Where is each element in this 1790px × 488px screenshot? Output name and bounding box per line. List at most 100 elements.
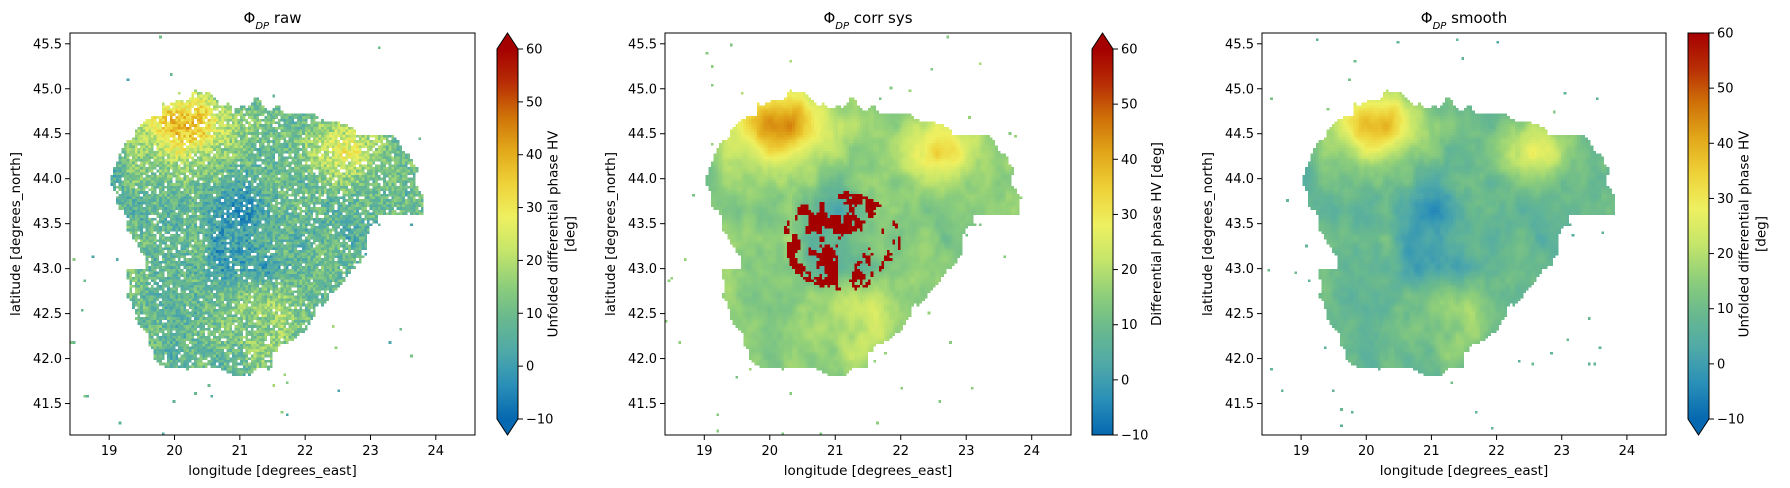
y-tick-label: 43.0 [1225,262,1254,277]
colorbar: −10 0 10 20 30 40 50 60 Differential phase HV [d… [1091,32,1165,444]
colorbar-tick-label: 50 [1121,98,1138,113]
y-axis-label: latitude [degrees_north] [603,152,619,316]
y-tick-label: 43.0 [628,262,657,277]
title-symbol: Φ [1421,9,1433,27]
x-tick-label: 22 [892,444,909,459]
colorbar-tick-label: 10 [1121,318,1138,333]
title-symbol: Φ [823,9,835,27]
x-tick-label: 22 [1488,444,1505,459]
x-tick-label: 23 [1553,444,1570,459]
x-tick-label: 23 [958,444,975,459]
colorbar-tick-label: −10 [526,413,553,428]
colorbar-label: [deg] [1754,216,1770,252]
x-tick-label: 22 [297,444,314,459]
x-tick-label: 21 [232,444,249,459]
colorbar-tick-label: 30 [1717,192,1734,207]
colorbar-tick-label: 60 [526,43,543,58]
y-tick-label: 43.5 [1225,217,1254,232]
colorbar-tick-label: 50 [526,95,543,110]
colorbar-tick-label: 0 [1121,373,1129,388]
colorbar-outline [1687,32,1710,436]
colorbar-tick-label: 30 [1121,208,1138,223]
plot-title: ΦDP raw [244,9,302,32]
colorbar-tick-label: 20 [1717,247,1734,262]
y-tick-label: 45.5 [33,37,62,52]
panel-1: ΦDP raw 19 20 21 22 23 24 41.5 42.0 42.5 43.0 43.5 4… [8,9,579,479]
y-axis-label: latitude [degrees_north] [1200,152,1216,316]
x-tick-label: 21 [1423,444,1440,459]
panel-3: ΦDP smooth 19 20 21 22 23 24 41.5 42.0 42.5 43.0 43… [1200,9,1770,479]
colorbar-tick-label: 20 [1121,263,1138,278]
colorbar-tick-label: 60 [1121,43,1138,58]
colorbar-tick-label: −10 [1121,429,1148,444]
colorbar: −10 0 10 20 30 40 50 60 Unfolded differential ph… [496,32,579,436]
colorbar-tick-label: 10 [526,307,543,322]
heatmap-raster [70,33,475,435]
colorbar-tick-label: 30 [526,201,543,216]
axes-frame [664,32,1072,436]
y-tick-label: 42.0 [33,352,62,367]
x-tick-label: 23 [362,444,379,459]
colorbar-tick-label: −10 [1717,413,1744,428]
colorbar: −10 0 10 20 30 40 50 60 Unfolded differential ph… [1687,27,1770,436]
colorbar-label: [deg] [563,216,579,252]
title-subscript: DP [835,21,850,32]
colorbar-extend-max [497,33,518,49]
axes-frame [1261,32,1667,436]
colorbar-tick-label: 60 [1717,27,1734,42]
colorbar-tick-label: 10 [1717,302,1734,317]
x-tick-label: 19 [101,444,118,459]
plot-title: ΦDP corr sys [823,9,912,32]
colorbar-tick-label: 20 [526,254,543,269]
colorbar-tick-label: 40 [1717,137,1734,152]
y-tick-label: 43.5 [33,217,62,232]
y-tick-label: 45.0 [33,82,62,97]
colorbar-gradient [1688,33,1709,419]
panel-2: ΦDP corr sys 19 20 21 22 23 24 41.5 42.0 42.5 43.0… [603,9,1165,479]
x-axis-label: longitude [degrees_east] [784,463,952,479]
colorbar-label: Unfolded differential phase HV [546,130,562,338]
y-tick-label: 42.0 [628,352,657,367]
colorbar-extend-max [1092,33,1113,49]
x-tick-label: 24 [1023,444,1040,459]
axes-frame [69,32,476,436]
x-axis-label: longitude [degrees_east] [1380,463,1548,479]
y-tick-label: 44.0 [628,172,657,187]
colorbar-tick-label: 50 [1717,82,1734,97]
y-tick-label: 42.5 [1225,307,1254,322]
colorbar-tick-label: 0 [526,360,534,375]
title-subscript: DP [255,21,270,32]
colorbar-gradient [497,49,518,419]
y-tick-label: 44.5 [1225,127,1254,142]
x-tick-label: 19 [1293,444,1310,459]
x-tick-label: 24 [1619,444,1636,459]
colorbar-label: Differential phase HV [deg] [1149,142,1165,326]
colorbar-label: Unfolded differential phase HV [1737,130,1753,338]
colorbar-tick-label: 40 [1121,153,1138,168]
y-tick-label: 44.5 [628,127,657,142]
y-tick-label: 43.0 [33,262,62,277]
title-symbol: Φ [244,9,256,27]
x-tick-label: 20 [762,444,779,459]
title-text: raw [269,9,301,27]
y-tick-label: 45.5 [1225,37,1254,52]
y-tick-label: 45.5 [628,37,657,52]
colorbar-extend-min [497,419,518,435]
plot-title: ΦDP smooth [1421,9,1507,32]
title-subscript: DP [1433,21,1448,32]
x-tick-label: 20 [166,444,183,459]
y-axis-label: latitude [degrees_north] [8,152,24,316]
colorbar-tick-label: 40 [526,148,543,163]
x-tick-label: 20 [1358,444,1375,459]
y-tick-label: 41.5 [1225,397,1254,412]
heatmap-raster [665,33,1071,435]
y-tick-label: 45.0 [1225,82,1254,97]
heatmap-raster [1262,33,1666,435]
x-tick-label: 19 [696,444,713,459]
colorbar-outline [1091,32,1114,436]
y-tick-label: 42.5 [33,307,62,322]
y-tick-label: 45.0 [628,82,657,97]
colorbar-gradient [1092,49,1113,435]
y-tick-label: 44.0 [1225,172,1254,187]
